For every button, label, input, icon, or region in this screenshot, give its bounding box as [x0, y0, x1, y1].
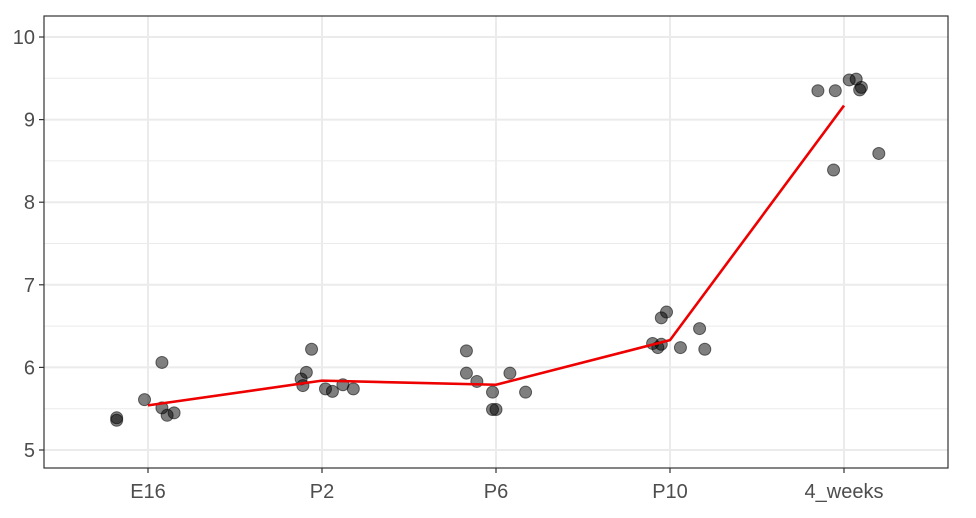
data-point: [872, 146, 886, 160]
data-point: [519, 385, 533, 399]
data-point: [110, 413, 124, 427]
x-tick-label: P6: [484, 481, 508, 503]
data-point: [138, 393, 152, 407]
y-tick-label: 8: [24, 192, 35, 214]
y-tick-label: 5: [24, 440, 35, 462]
x-tick-label: P10: [652, 481, 688, 503]
data-point: [489, 403, 503, 417]
y-tick-label: 10: [13, 27, 35, 49]
data-point: [459, 344, 473, 358]
data-point: [693, 322, 707, 336]
data-point: [346, 382, 360, 396]
mean-line: [147, 104, 846, 407]
data-point: [305, 342, 319, 356]
x-tick-label: P2: [310, 481, 334, 503]
data-point: [811, 84, 825, 98]
x-tick-label: E16: [130, 481, 166, 503]
data-point: [155, 355, 169, 369]
data-point: [660, 305, 674, 319]
major-gridlines: [44, 16, 948, 468]
data-point: [325, 384, 339, 398]
x-tick-label: 4_weeks: [805, 481, 884, 503]
x-axis: E16 P2 P6 P10 4_weeks: [130, 468, 883, 503]
data-point: [503, 366, 517, 380]
data-point: [167, 406, 181, 420]
data-point: [698, 342, 712, 356]
data-point: [673, 341, 687, 355]
data-point: [459, 366, 473, 380]
y-axis: 5 6 7 8 9 10: [13, 27, 44, 462]
data-point: [827, 163, 841, 177]
data-point: [854, 80, 868, 94]
y-tick-label: 9: [24, 110, 35, 132]
y-tick-label: 6: [24, 357, 35, 379]
data-point: [299, 365, 313, 379]
y-tick-label: 7: [24, 275, 35, 297]
data-point: [828, 84, 842, 98]
mean-line-group: [147, 104, 846, 407]
data-point: [296, 379, 310, 393]
data-point: [486, 385, 500, 399]
